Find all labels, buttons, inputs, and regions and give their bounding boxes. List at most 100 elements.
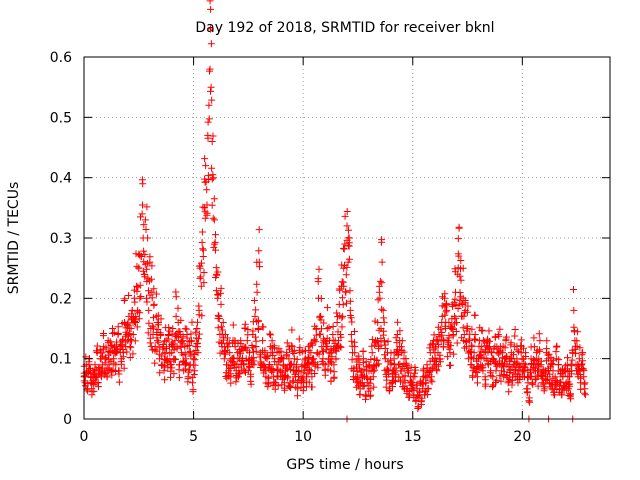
data-point xyxy=(179,340,187,348)
data-point xyxy=(137,213,144,221)
data-point xyxy=(213,271,221,279)
data-point xyxy=(362,395,369,403)
data-point xyxy=(422,379,430,387)
data-point xyxy=(480,354,488,362)
data-point xyxy=(359,347,367,355)
data-point xyxy=(206,0,214,5)
data-point xyxy=(578,351,586,359)
data-point xyxy=(360,382,368,390)
data-point xyxy=(122,338,130,346)
data-point xyxy=(132,316,140,324)
data-point xyxy=(323,342,331,350)
data-point xyxy=(110,329,118,337)
data-point xyxy=(367,391,375,399)
data-point xyxy=(258,323,266,331)
data-point xyxy=(348,318,356,326)
data-point xyxy=(308,341,316,349)
x-axis-label: GPS time / hours xyxy=(286,457,403,473)
data-point xyxy=(217,300,225,308)
data-point xyxy=(442,300,450,308)
data-point xyxy=(454,250,462,258)
data-point xyxy=(143,298,151,306)
data-point xyxy=(442,318,450,326)
data-point xyxy=(351,328,358,335)
data-point xyxy=(225,373,233,381)
data-point xyxy=(460,312,468,320)
data-point xyxy=(199,246,207,254)
data-point xyxy=(192,347,200,354)
data-point xyxy=(143,259,151,267)
data-point xyxy=(389,383,396,390)
data-point xyxy=(149,331,157,338)
data-point xyxy=(187,330,195,338)
data-point xyxy=(221,347,229,354)
data-point xyxy=(250,297,258,304)
data-point xyxy=(469,372,477,380)
data-point xyxy=(170,370,178,378)
y-tick-label: 0.2 xyxy=(50,291,72,307)
data-point xyxy=(574,328,582,336)
data-point xyxy=(565,392,573,399)
data-point xyxy=(266,361,274,368)
data-point xyxy=(207,25,214,33)
data-point xyxy=(441,311,449,319)
data-point xyxy=(478,326,486,334)
data-point xyxy=(517,336,525,344)
data-point xyxy=(343,222,351,230)
data-point xyxy=(211,238,219,246)
data-point xyxy=(120,364,128,372)
data-point xyxy=(528,372,536,380)
data-point xyxy=(224,334,231,342)
data-point xyxy=(468,325,476,333)
data-point xyxy=(427,376,435,384)
data-point xyxy=(146,253,154,261)
data-point xyxy=(393,331,401,338)
data-point xyxy=(405,388,413,396)
data-point xyxy=(305,354,313,362)
data-point xyxy=(459,324,467,332)
data-point xyxy=(550,356,557,364)
data-point xyxy=(215,315,223,322)
data-point xyxy=(326,349,334,357)
data-point xyxy=(254,326,262,333)
data-point xyxy=(431,344,439,352)
data-point xyxy=(343,299,350,307)
data-point xyxy=(452,314,460,322)
data-point xyxy=(346,287,354,295)
data-point xyxy=(256,353,264,361)
data-point xyxy=(463,322,471,330)
data-point xyxy=(255,226,263,234)
data-point xyxy=(295,368,303,375)
data-point xyxy=(392,334,400,342)
data-point xyxy=(84,387,92,395)
data-point xyxy=(342,271,350,279)
data-point xyxy=(177,343,185,351)
data-point xyxy=(208,138,216,145)
data-point xyxy=(496,372,504,380)
data-point xyxy=(180,367,188,375)
data-point xyxy=(373,356,381,364)
data-point xyxy=(207,83,215,91)
data-point xyxy=(203,211,211,219)
y-tick-label: 0.1 xyxy=(50,352,72,368)
data-point xyxy=(324,365,332,373)
data-point xyxy=(381,351,389,359)
data-point xyxy=(446,345,454,353)
data-point xyxy=(123,348,131,356)
data-point xyxy=(253,258,261,266)
data-point xyxy=(566,390,574,398)
data-point xyxy=(147,342,155,350)
data-point xyxy=(300,369,308,377)
data-point xyxy=(337,343,345,351)
data-point xyxy=(384,337,392,345)
data-point xyxy=(415,393,423,401)
data-point xyxy=(150,324,157,332)
data-point xyxy=(247,380,255,388)
data-point xyxy=(209,214,217,222)
x-tick-label: 20 xyxy=(513,429,531,445)
data-point xyxy=(387,359,395,367)
data-point xyxy=(379,331,387,339)
data-point xyxy=(471,311,479,319)
data-point xyxy=(493,362,501,370)
data-point xyxy=(545,367,552,374)
